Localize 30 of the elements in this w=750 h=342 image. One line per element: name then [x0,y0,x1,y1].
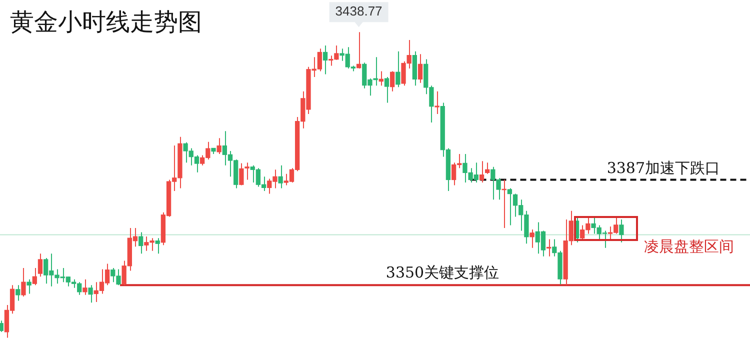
candlestick [396,50,400,88]
candlestick [138,232,144,254]
candlestick [239,162,244,186]
candlestick [216,138,222,155]
candlestick [32,268,37,286]
candlestick [390,70,395,92]
candlestick [155,238,160,254]
candlestick [244,162,250,180]
candlestick [434,90,440,114]
annotation: 凌晨盘整区间 [644,237,734,256]
candlestick [485,162,490,174]
candlestick [546,238,552,257]
chart-title: 黄金小时线走势图 [10,7,202,38]
candlestick [26,278,32,294]
candlestick [88,284,93,304]
candlestick [479,160,484,183]
candlestick [619,218,624,243]
candlestick [322,45,328,75]
candlestick [384,76,390,104]
annotation: 3438.77 [335,4,382,19]
candlestick [507,188,512,226]
ref-line-label: 3387加速下跌口 [606,159,720,178]
candlestick [278,164,283,189]
candlestick [16,284,20,302]
candlestick [530,229,534,248]
candlestick [82,278,88,296]
candlestick [418,54,423,84]
candlestick [38,253,43,278]
ref-line-label: 3350关键支撑位 [386,264,500,282]
candlestick [21,268,26,297]
